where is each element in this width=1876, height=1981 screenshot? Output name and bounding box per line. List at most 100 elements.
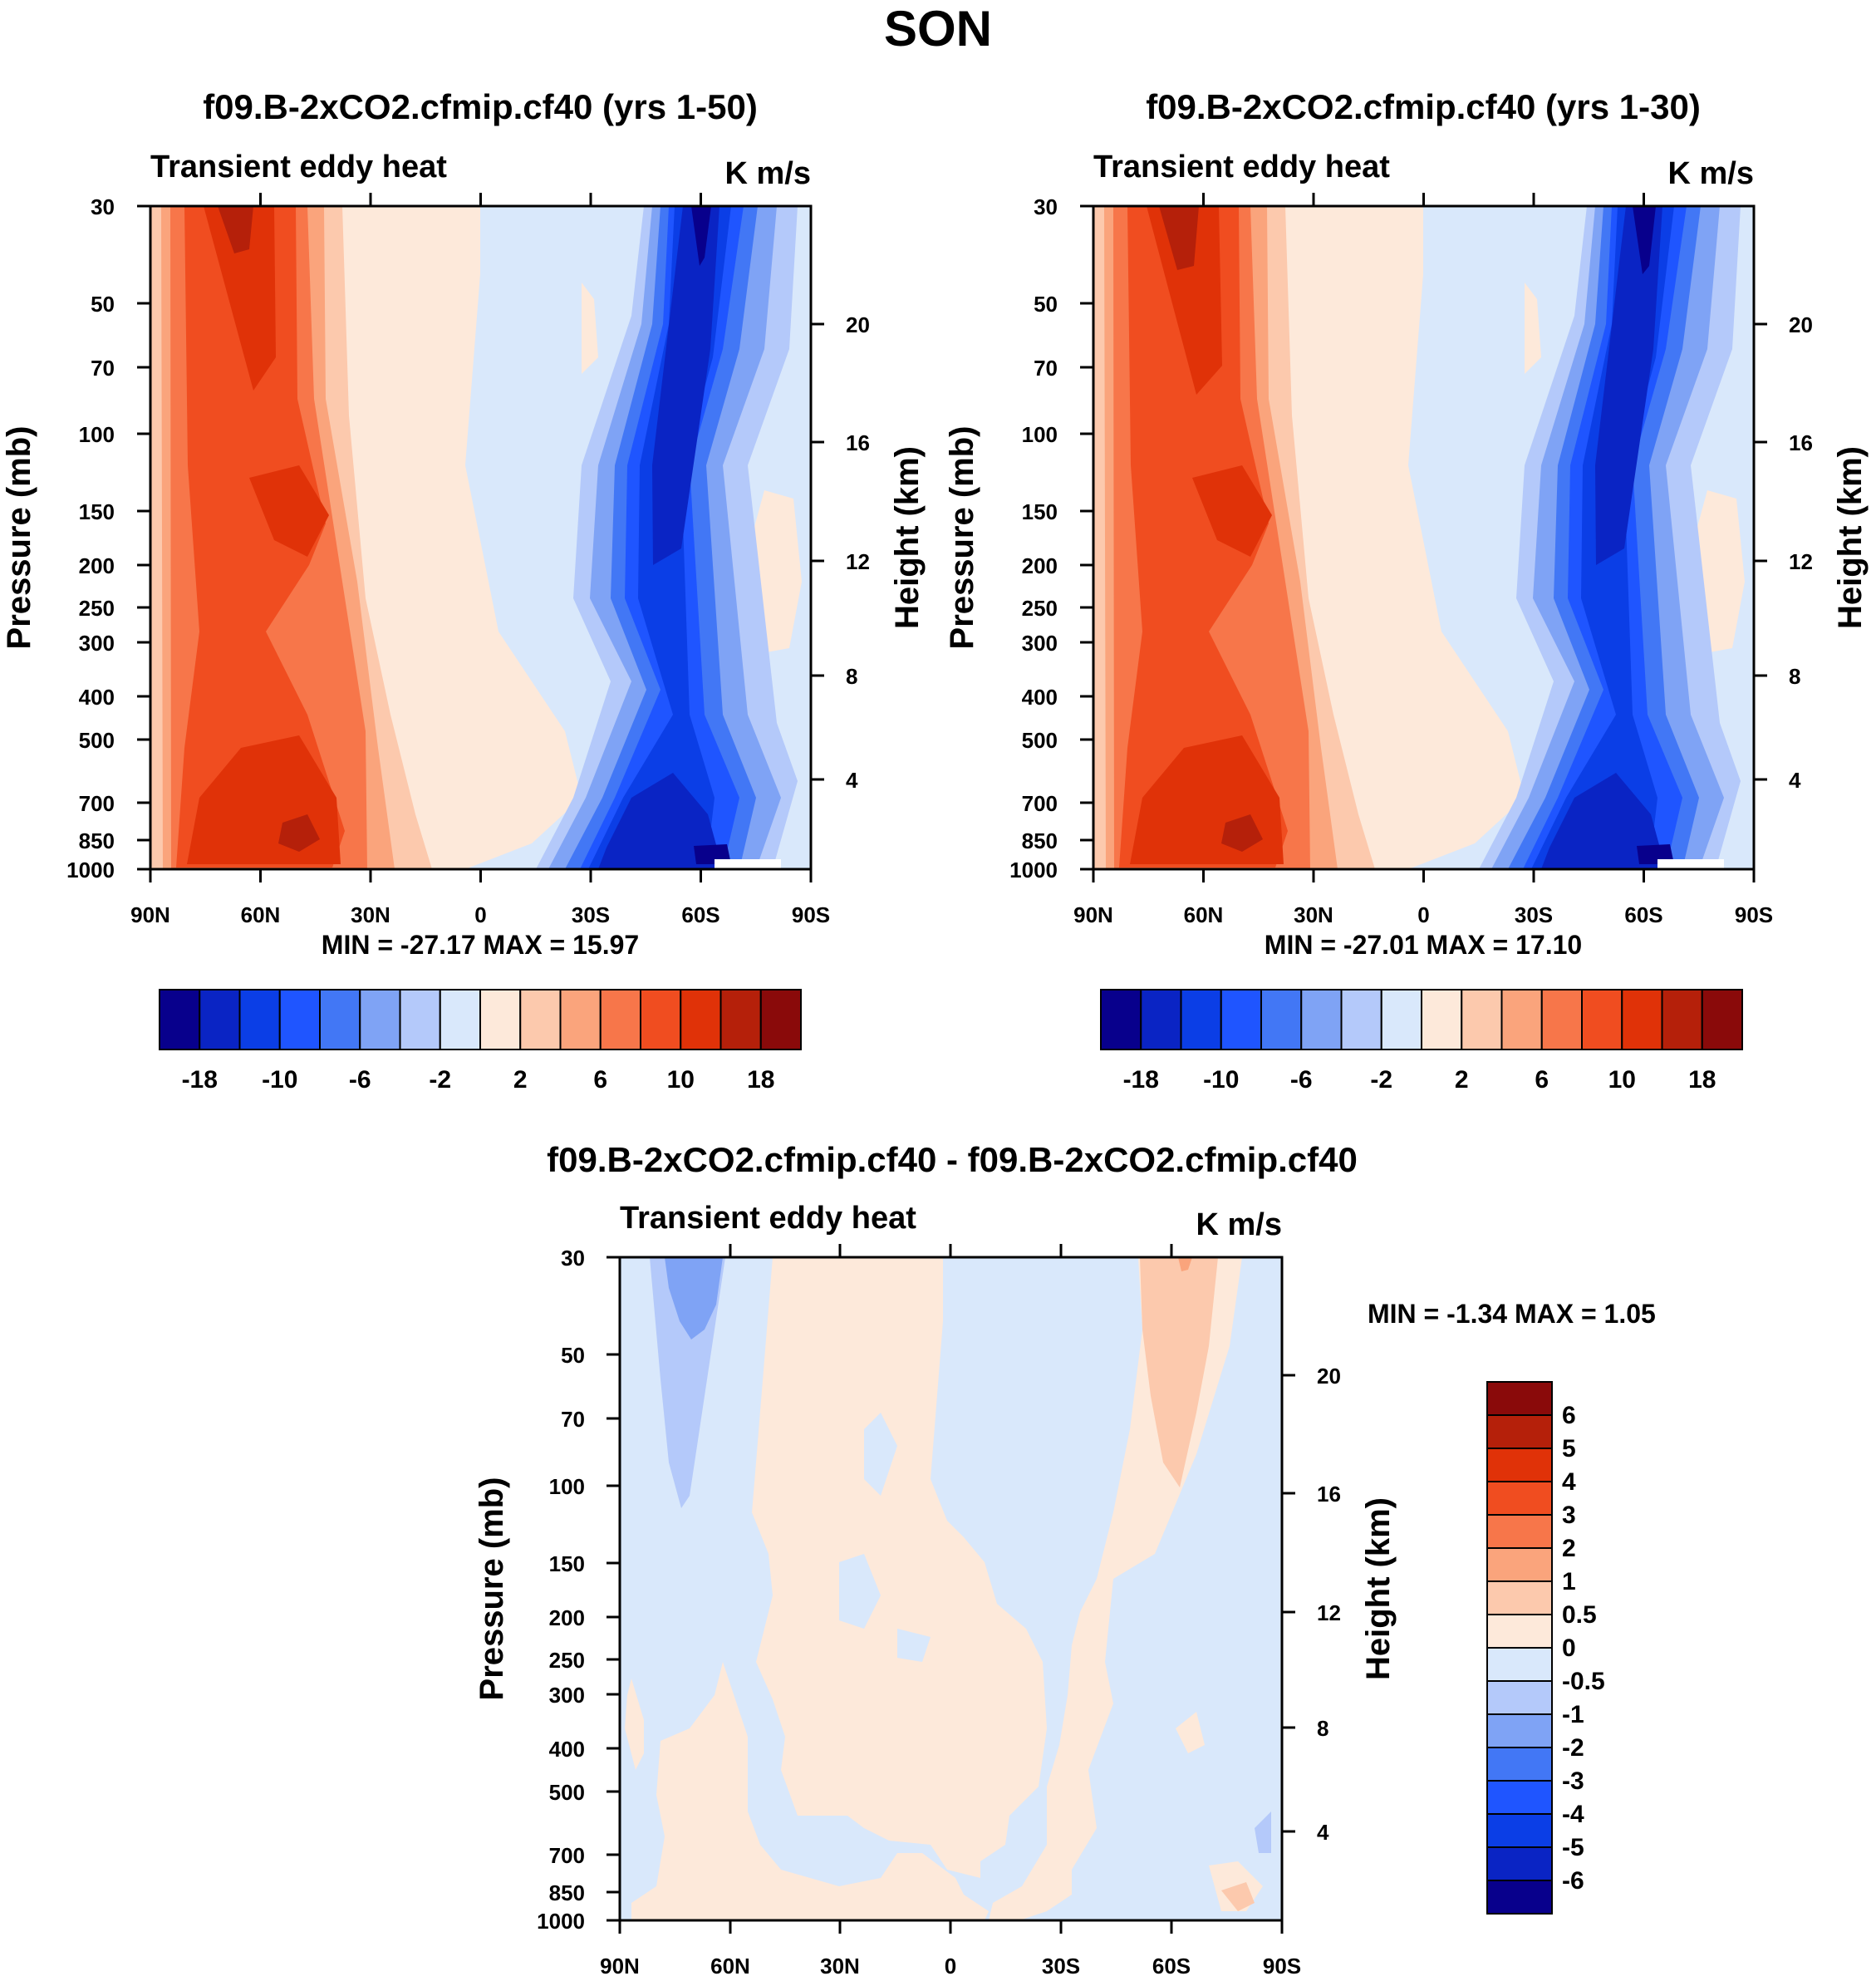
panel-3-height-ticklabels: 20 16 12 8 4 xyxy=(1317,1364,1341,1845)
panel-1-height-ticklabels: 20 16 12 8 4 xyxy=(846,312,870,793)
panel-2-tickmarks xyxy=(1080,193,1767,882)
panel-1-contour-cold-7 xyxy=(691,206,711,266)
panel-3-ticks xyxy=(607,1244,1295,1934)
colorbar-label: 6 xyxy=(1535,1066,1549,1094)
panel-1-y-ticklabel: 500 xyxy=(79,728,115,753)
panel-3-y-ticklabel: 150 xyxy=(549,1551,585,1576)
colorbar-swatch xyxy=(479,989,522,1050)
panel-1-x-ticklabel: 90S xyxy=(792,902,830,927)
panel-1-tickmarks xyxy=(137,193,824,882)
panel-2-height-ticklabel: 16 xyxy=(1789,430,1813,455)
panel-1-height-ticklabel: 4 xyxy=(846,768,858,793)
panel-3-minmax: MIN = -1.34 MAX = 1.05 xyxy=(1368,1299,1656,1329)
colorbar-swatch xyxy=(359,989,401,1050)
panel-3-y-ticklabel: 1000 xyxy=(537,1909,585,1934)
panel-1-colorbar: -18 -10 -6 -2 2 6 10 18 xyxy=(159,989,802,1094)
panel-2-contour-cold-5 xyxy=(1595,206,1662,565)
colorbar-swatch xyxy=(1486,1514,1553,1549)
panel-1-variable-label: Transient eddy heat xyxy=(150,150,447,184)
colorbar-label: -3 xyxy=(1562,1767,1584,1795)
panel-3-plot-area xyxy=(620,1257,1282,1920)
panel-3-tickmarks xyxy=(607,1244,1295,1934)
colorbar-swatch xyxy=(238,989,281,1050)
panel-1-y-ticklabel: 1000 xyxy=(66,858,115,882)
panel-3-y-ticklabel: 100 xyxy=(549,1474,585,1499)
colorbar-label: -2 xyxy=(429,1066,451,1094)
colorbar-label: 3 xyxy=(1562,1502,1576,1529)
panel-3-y-ticklabel: 250 xyxy=(549,1648,585,1673)
panel-2-title: f09.B-2xCO2.cfmip.cf40 (yrs 1-30) xyxy=(1146,87,1701,126)
panel-3-x-ticklabel: 0 xyxy=(945,1954,956,1979)
panel-3-contour-cold-4 xyxy=(665,1257,723,1340)
panel-3-contour-warm-7 xyxy=(1178,1257,1192,1271)
panel-2-minmax: MIN = -27.01 MAX = 17.10 xyxy=(1265,930,1582,960)
colorbar-swatch xyxy=(1300,989,1343,1050)
panel-1-x-ticklabel: 30S xyxy=(572,902,610,927)
panel-2-y-ticklabel: 400 xyxy=(1022,685,1058,710)
panel-1-y-ticklabel: 400 xyxy=(79,685,115,710)
panel-2-x-ticklabel: 60N xyxy=(1184,902,1224,927)
panel-2: f09.B-2xCO2.cfmip.cf40 (yrs 1-30) Transi… xyxy=(944,87,1869,1094)
panel-1-y-ticklabel: 850 xyxy=(79,828,115,853)
colorbar-label: 18 xyxy=(747,1066,774,1094)
panel-2-y-axis-label: Pressure (mb) xyxy=(944,426,980,650)
colorbar-label: -4 xyxy=(1562,1801,1584,1828)
panel-1-y-ticklabel: 700 xyxy=(79,791,115,816)
panel-3-height-axis-label: Height (km) xyxy=(1360,1497,1397,1680)
panel-3-height-ticklabel: 16 xyxy=(1317,1482,1341,1507)
colorbar-swatch xyxy=(1486,1580,1553,1615)
panel-3-y-ticklabel: 200 xyxy=(549,1605,585,1630)
panel-3-y-ticklabel: 50 xyxy=(561,1343,585,1368)
panel-1-height-ticklabel: 16 xyxy=(846,430,870,455)
panel-2-x-ticklabel: 60S xyxy=(1624,902,1662,927)
panel-1-contour-cold-5 xyxy=(652,206,719,565)
panel-2-y-ticklabel: 1000 xyxy=(1009,858,1058,882)
panel-2-contour-cold-7 xyxy=(1633,206,1656,274)
panel-3-y-ticklabel: 30 xyxy=(561,1246,585,1271)
panel-1-x-ticklabels: 90N 60N 30N 0 30S 60S 90S xyxy=(130,902,830,927)
panel-1-x-ticklabel: 90N xyxy=(130,902,170,927)
colorbar-swatch xyxy=(1461,989,1503,1050)
panel-3-variable-label: Transient eddy heat xyxy=(620,1201,916,1236)
colorbar-label: -5 xyxy=(1562,1834,1584,1861)
panel-3-y-ticklabel: 700 xyxy=(549,1843,585,1868)
colorbar-swatch xyxy=(1486,1680,1553,1715)
panel-1-contour-warm-4 xyxy=(176,206,345,868)
panel-1: f09.B-2xCO2.cfmip.cf40 (yrs 1-50) Transi… xyxy=(1,87,926,1094)
colorbar-swatch xyxy=(1340,989,1382,1050)
panel-1-y-ticklabel: 30 xyxy=(91,194,115,219)
colorbar-label: -10 xyxy=(1203,1066,1239,1094)
colorbar-swatch xyxy=(1220,989,1262,1050)
panel-1-y-ticklabel: 300 xyxy=(79,631,115,656)
colorbar-label: -0.5 xyxy=(1562,1668,1605,1695)
panel-3-height-ticklabel: 20 xyxy=(1317,1364,1341,1389)
colorbar-swatch xyxy=(1486,1547,1553,1582)
panel-1-y-ticklabel: 100 xyxy=(79,422,115,447)
colorbar-swatch xyxy=(1661,989,1703,1050)
colorbar-swatch xyxy=(1486,1448,1553,1482)
panel-3-x-ticklabel: 30N xyxy=(820,1954,860,1979)
colorbar-swatch xyxy=(1486,1647,1553,1682)
panel-3-contour-warm-8 xyxy=(1221,1882,1255,1911)
colorbar-label: -1 xyxy=(1562,1701,1584,1728)
panel-1-y-ticklabel: 150 xyxy=(79,499,115,524)
panel-3-x-ticklabel: 30S xyxy=(1042,1954,1080,1979)
panel-1-contour-warm-5 xyxy=(204,206,276,391)
panel-3-title: f09.B-2xCO2.cfmip.cf40 - f09.B-2xCO2.cfm… xyxy=(547,1140,1358,1179)
panel-3-x-ticklabel: 90S xyxy=(1263,1954,1301,1979)
colorbar-swatch xyxy=(1621,989,1663,1050)
panel-3-y-ticklabel: 400 xyxy=(549,1737,585,1762)
panel-2-x-ticklabel: 30N xyxy=(1294,902,1333,927)
panel-2-x-ticklabel: 30S xyxy=(1515,902,1553,927)
colorbar-label: -10 xyxy=(262,1066,297,1094)
colorbar-label: 1 xyxy=(1562,1568,1576,1595)
panel-1-x-ticklabel: 30N xyxy=(351,902,390,927)
panel-1-x-ticklabel: 60N xyxy=(241,902,281,927)
panel-2-contour-cold-6 xyxy=(1541,773,1666,869)
panel-3-contour-warm-4 xyxy=(1176,1712,1205,1753)
colorbar-label: -6 xyxy=(1290,1066,1313,1094)
panel-2-contour-warm-8 xyxy=(1159,206,1199,270)
colorbar-swatch xyxy=(1486,1880,1553,1915)
panel-1-contour-missing xyxy=(715,859,781,869)
